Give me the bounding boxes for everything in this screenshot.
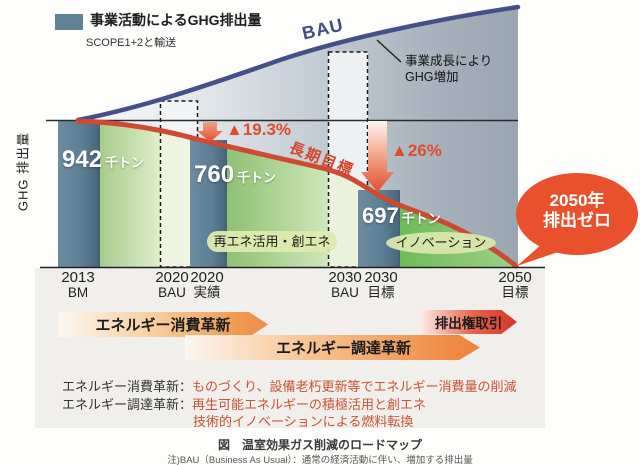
bar-value-2013-number: 942 bbox=[62, 146, 103, 173]
reduction-2020-label: ▲19.3% bbox=[226, 120, 292, 139]
x-label-sub: 実績 bbox=[193, 284, 221, 300]
description-procurement-line2: 技術的イノベーションによる燃料転換 bbox=[193, 411, 413, 430]
description-consumption: エネルギー消費革新：ものづくり、設備老朽更新等でエネルギー消費量の削減 bbox=[62, 376, 517, 395]
bau-growth-annotation-line2: GHG増加 bbox=[405, 69, 459, 84]
legend-title: 事業活動によるGHG排出量 bbox=[90, 12, 262, 28]
bar-value-2013: 942 千トン bbox=[62, 146, 144, 174]
description-procurement-text2: 技術的イノベーションによる燃料転換 bbox=[193, 414, 414, 429]
x-label-sub: BM bbox=[67, 284, 89, 300]
goal-2050-bubble-text: 2050年 排出ゼロ bbox=[517, 191, 637, 231]
x-label-sub: 目標 bbox=[501, 284, 529, 300]
y-axis-label: GHG 排出量 bbox=[15, 131, 31, 212]
legend-swatch bbox=[55, 14, 83, 30]
x-label-2050-target: 2050 目標 bbox=[483, 270, 547, 300]
energy-procurement-innovation-arrow: エネルギー調達革新 bbox=[185, 335, 480, 360]
reduction-arrow-2020 bbox=[197, 122, 223, 142]
x-label-2020-bau: 2020 BAU bbox=[140, 270, 204, 300]
bar-value-2020-number: 760 bbox=[194, 161, 235, 188]
target-curve bbox=[75, 118, 519, 269]
green-area-2013-2020 bbox=[100, 123, 160, 267]
bar-2013-bm bbox=[58, 121, 100, 267]
goal-2050-line2: 排出ゼロ bbox=[543, 211, 611, 231]
description-procurement: エネルギー調達革新：再生可能エネルギーの積極活用と創エネ bbox=[62, 394, 426, 413]
x-label-2030-target: 2030 目標 bbox=[349, 270, 413, 300]
x-label-sub: BAU bbox=[158, 284, 186, 300]
bar-value-2030: 697 千トン bbox=[362, 203, 441, 229]
bar-value-2013-unit: 千トン bbox=[105, 155, 145, 170]
x-label-2020-actual: 2020 実績 bbox=[175, 270, 239, 300]
legend-subtitle: SCOPE1+2と輸送 bbox=[86, 37, 177, 49]
energy-consumption-innovation-arrow: エネルギー消費革新 bbox=[58, 312, 268, 337]
bar-value-2030-number: 697 bbox=[362, 203, 399, 228]
description-procurement-text: 再生可能エネルギーの積極活用と創エネ bbox=[192, 397, 427, 412]
x-label-2030-bau: 2030 BAU bbox=[313, 270, 377, 300]
x-label-year: 2020 bbox=[155, 269, 189, 286]
goal-2050-line1: 2050年 bbox=[549, 191, 605, 210]
x-label-year: 2030 bbox=[328, 269, 362, 286]
description-consumption-text: ものづくり、設備老朽更新等でエネルギー消費量の削減 bbox=[192, 379, 517, 394]
x-label-2013-bm: 2013 BM bbox=[46, 270, 110, 300]
bau-curve bbox=[75, 4, 521, 123]
bar-value-2020-unit: 千トン bbox=[237, 170, 277, 185]
emission-trading-arrow: 排出権取引 bbox=[420, 310, 517, 334]
reduction-2030-label: ▲26% bbox=[391, 141, 442, 160]
innovation-area-pill: イノベーション bbox=[386, 232, 496, 254]
bar-value-2030-unit: 千トン bbox=[401, 211, 441, 226]
x-label-year: 2020 bbox=[190, 269, 224, 286]
bau-growth-annotation-line1: 事業成長により bbox=[405, 54, 493, 68]
x-label-year: 2030 bbox=[364, 269, 398, 286]
bau-growth-annotation: 事業成長により GHG増加 bbox=[405, 54, 492, 85]
figure-footnote: 注)BAU（Business As Usual）：通常の経済活動に伴い、増加する… bbox=[167, 455, 473, 465]
x-label-year: 2050 bbox=[498, 269, 532, 286]
x-label-sub: BAU bbox=[331, 284, 359, 300]
renewable-area-pill: 再エネ活用・創エネ bbox=[207, 231, 337, 252]
figure-caption: 図 温室効果ガス削減のロードマップ bbox=[217, 438, 422, 452]
x-label-sub: 目標 bbox=[367, 284, 395, 300]
growth-annotation-pointer bbox=[376, 39, 402, 63]
description-consumption-term: エネルギー消費革新： bbox=[62, 379, 193, 394]
description-procurement-term: エネルギー調達革新： bbox=[62, 397, 193, 412]
reduction-arrow-2030 bbox=[361, 121, 394, 192]
x-label-year: 2013 bbox=[61, 269, 95, 286]
bar-value-2020: 760 千トン bbox=[194, 161, 276, 189]
bau-box-2020-green bbox=[160, 131, 198, 267]
goal-bubble bbox=[516, 173, 638, 255]
